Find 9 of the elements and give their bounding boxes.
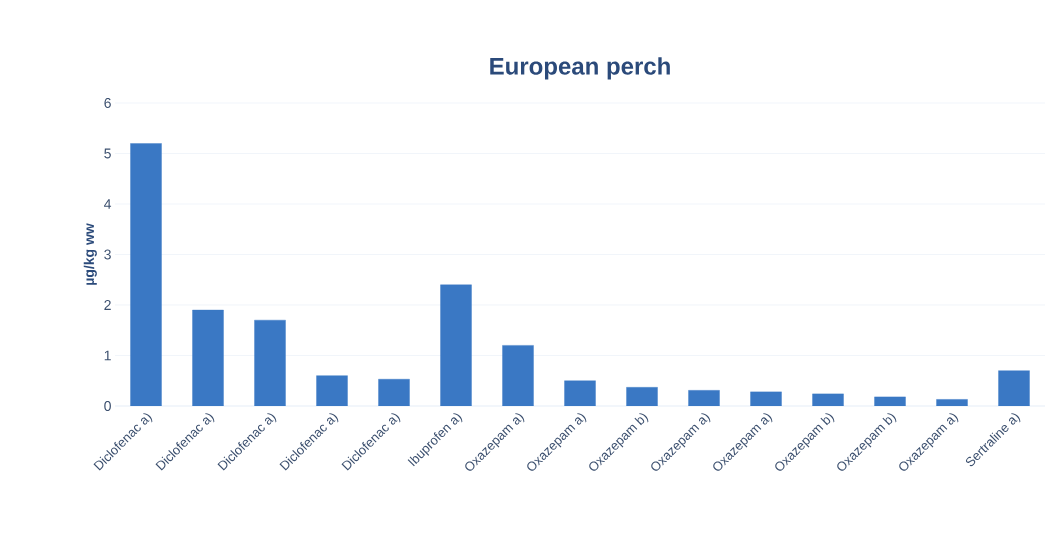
y-tick-label: 0 [104, 401, 111, 411]
y-tick-label: 3 [104, 249, 111, 260]
y-tick-label: 5 [104, 148, 111, 159]
y-tick-label: 4 [104, 199, 112, 209]
y-axis-title: µg/kg ww [83, 223, 97, 285]
y-tick-label: 2 [104, 300, 111, 310]
chart-title: European perch [490, 57, 670, 80]
y-tick-label: 1 [104, 350, 111, 361]
y-tick-label: 6 [104, 98, 111, 108]
